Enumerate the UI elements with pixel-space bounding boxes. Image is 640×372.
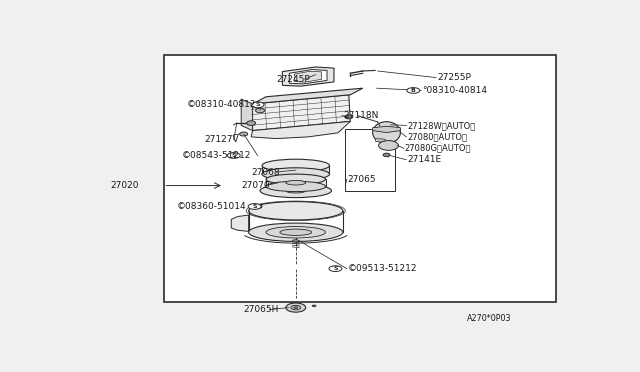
Ellipse shape xyxy=(407,87,420,93)
Text: A270*0P03: A270*0P03 xyxy=(467,314,511,323)
Ellipse shape xyxy=(227,153,240,158)
Ellipse shape xyxy=(286,303,306,312)
Text: 27020: 27020 xyxy=(110,181,139,190)
Text: 27065H: 27065H xyxy=(244,305,279,314)
Bar xyxy=(266,179,326,186)
Polygon shape xyxy=(231,215,249,231)
Ellipse shape xyxy=(266,227,326,238)
Text: °08310-40814: °08310-40814 xyxy=(422,86,487,95)
Text: ©08310-40812: ©08310-40812 xyxy=(187,100,256,109)
Text: 27245P: 27245P xyxy=(276,74,310,83)
Ellipse shape xyxy=(329,266,342,272)
Text: 27065: 27065 xyxy=(348,175,376,184)
Polygon shape xyxy=(251,121,350,139)
Ellipse shape xyxy=(383,153,390,157)
Ellipse shape xyxy=(286,180,306,185)
Ellipse shape xyxy=(262,168,330,180)
Ellipse shape xyxy=(286,189,306,193)
Ellipse shape xyxy=(246,121,255,125)
Text: B: B xyxy=(411,88,416,93)
Text: S: S xyxy=(232,153,236,158)
Polygon shape xyxy=(253,88,363,104)
Ellipse shape xyxy=(292,240,300,242)
Text: 27118N: 27118N xyxy=(343,111,378,120)
Text: 27068: 27068 xyxy=(251,168,280,177)
Ellipse shape xyxy=(262,159,330,172)
Text: 27070: 27070 xyxy=(241,181,270,190)
Ellipse shape xyxy=(312,305,316,307)
Text: ©08360-51014: ©08360-51014 xyxy=(177,202,246,211)
Ellipse shape xyxy=(266,174,326,185)
Text: 27128W〈AUTO〉: 27128W〈AUTO〉 xyxy=(408,121,476,130)
Polygon shape xyxy=(376,139,385,142)
Ellipse shape xyxy=(379,141,399,150)
Bar xyxy=(164,55,556,302)
Ellipse shape xyxy=(291,305,301,310)
Polygon shape xyxy=(289,70,327,84)
Text: 27141E: 27141E xyxy=(408,155,442,164)
Ellipse shape xyxy=(248,202,343,220)
Ellipse shape xyxy=(255,108,264,113)
Text: ©09513-51212: ©09513-51212 xyxy=(348,264,417,273)
Text: S: S xyxy=(255,102,260,107)
Text: 27080〈AUTO〉: 27080〈AUTO〉 xyxy=(408,132,467,141)
Text: 27127V: 27127V xyxy=(204,135,239,144)
Polygon shape xyxy=(294,71,321,82)
Ellipse shape xyxy=(345,115,353,119)
Text: 27255P: 27255P xyxy=(437,73,471,82)
Ellipse shape xyxy=(248,223,343,241)
Polygon shape xyxy=(251,95,350,131)
Polygon shape xyxy=(282,67,334,86)
Text: S: S xyxy=(252,204,257,209)
Ellipse shape xyxy=(280,229,312,235)
Text: ©08543-51212: ©08543-51212 xyxy=(182,151,251,160)
Ellipse shape xyxy=(240,132,248,136)
Polygon shape xyxy=(372,126,401,132)
Polygon shape xyxy=(241,99,253,131)
Ellipse shape xyxy=(260,184,332,198)
Bar xyxy=(346,129,395,191)
Ellipse shape xyxy=(372,122,401,144)
Ellipse shape xyxy=(266,181,326,192)
Text: S: S xyxy=(333,266,338,271)
Ellipse shape xyxy=(253,205,262,208)
Ellipse shape xyxy=(251,102,264,108)
Ellipse shape xyxy=(248,203,261,209)
Ellipse shape xyxy=(294,307,298,308)
Text: 27080G〈AUTO〉: 27080G〈AUTO〉 xyxy=(405,144,472,153)
